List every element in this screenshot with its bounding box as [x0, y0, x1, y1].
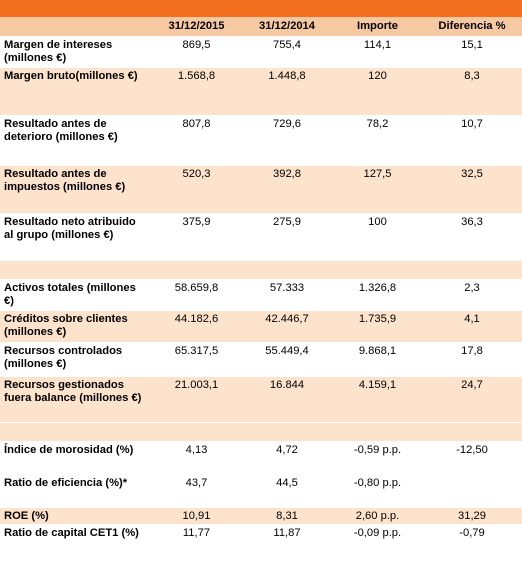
row-label: Resultado antes de deterioro (millones €… [0, 115, 152, 166]
value-importe: 1.326,8 [333, 279, 422, 311]
table-row: Índice de morosidad (%) 4,13 4,72 -0,59 … [0, 441, 522, 475]
table-row: Activos totales (millones €) 58.659,8 57… [0, 279, 522, 311]
header-row: 31/12/2015 31/12/2014 Importe Diferencia… [0, 17, 522, 37]
spacer-row [0, 422, 522, 442]
value-importe: -0,09 p.p. [333, 524, 422, 558]
value-2014: 1.448,8 [241, 67, 333, 116]
value-diferencia: 10,7 [422, 115, 522, 166]
row-label: Ratio de capital CET1 (%) [0, 524, 152, 558]
value-diferencia: -12,50 [422, 441, 522, 475]
value-2015: 4,13 [152, 441, 241, 475]
spacer-cell [0, 260, 522, 280]
header-cell-2015: 31/12/2015 [152, 17, 241, 37]
value-2015: 869,5 [152, 36, 241, 68]
row-label: Resultado neto atribuido al grupo (millo… [0, 213, 152, 261]
value-diferencia: 8,3 [422, 67, 522, 116]
value-2015: 807,8 [152, 115, 241, 166]
table-row: Resultado antes de deterioro (millones €… [0, 115, 522, 166]
row-label: Créditos sobre clientes (millones €) [0, 310, 152, 343]
table-row: Ratio de eficiencia (%)* 43,7 44,5 -0,80… [0, 474, 522, 508]
table-row: Recursos gestionados fuera balance (mill… [0, 376, 522, 423]
value-importe: -0,80 p.p. [333, 474, 422, 508]
value-2014: 392,8 [241, 165, 333, 214]
value-2014: 729,6 [241, 115, 333, 166]
value-diferencia: 31,29 [422, 507, 522, 525]
table-row: ROE (%) 10,91 8,31 2,60 p.p. 31,29 [0, 507, 522, 525]
value-2015: 21.003,1 [152, 376, 241, 423]
table-row: Créditos sobre clientes (millones €) 44.… [0, 310, 522, 343]
value-importe: 9.868,1 [333, 342, 422, 377]
spacer-cell [0, 422, 522, 442]
value-importe: 127,5 [333, 165, 422, 214]
value-2015: 65.317,5 [152, 342, 241, 377]
header-cell-label [0, 17, 152, 37]
value-importe: 1.735,9 [333, 310, 422, 343]
value-2015: 10,91 [152, 507, 241, 525]
value-2014: 55.449,4 [241, 342, 333, 377]
value-2015: 43,7 [152, 474, 241, 508]
value-2014: 755,4 [241, 36, 333, 68]
value-2014: 4,72 [241, 441, 333, 475]
value-2014: 275,9 [241, 213, 333, 261]
value-importe: 100 [333, 213, 422, 261]
value-2015: 375,9 [152, 213, 241, 261]
value-diferencia: 2,3 [422, 279, 522, 311]
value-importe: 114,1 [333, 36, 422, 68]
value-importe: 4.159,1 [333, 376, 422, 423]
value-diferencia: 24,7 [422, 376, 522, 423]
row-label: Ratio de eficiencia (%)* [0, 474, 152, 508]
value-2014: 57.333 [241, 279, 333, 311]
value-importe: -0,59 p.p. [333, 441, 422, 475]
row-label: Resultado antes de impuestos (millones €… [0, 165, 152, 214]
value-diferencia: -0,79 [422, 524, 522, 558]
value-diferencia: 4,1 [422, 310, 522, 343]
value-diferencia: 32,5 [422, 165, 522, 214]
row-label: Recursos gestionados fuera balance (mill… [0, 376, 152, 423]
header-cell-importe: Importe [333, 17, 422, 37]
value-2015: 1.568,8 [152, 67, 241, 116]
value-diferencia: 15,1 [422, 36, 522, 68]
value-2015: 58.659,8 [152, 279, 241, 311]
table-row: Recursos controlados (millones €) 65.317… [0, 342, 522, 377]
value-2014: 11,87 [241, 524, 333, 558]
row-label: Activos totales (millones €) [0, 279, 152, 311]
value-2015: 520,3 [152, 165, 241, 214]
value-2014: 44,5 [241, 474, 333, 508]
value-diferencia [422, 474, 522, 508]
value-2015: 11,77 [152, 524, 241, 558]
value-2014: 42.446,7 [241, 310, 333, 343]
spacer-row [0, 260, 522, 280]
value-diferencia: 36,3 [422, 213, 522, 261]
row-label: ROE (%) [0, 507, 152, 525]
value-2015: 44.182,6 [152, 310, 241, 343]
row-label: Recursos controlados (millones €) [0, 342, 152, 377]
table-row: Margen de intereses (millones €) 869,5 7… [0, 36, 522, 68]
row-label: Índice de morosidad (%) [0, 441, 152, 475]
row-label: Margen bruto(millones €) [0, 67, 152, 116]
table-row: Resultado neto atribuido al grupo (millo… [0, 213, 522, 261]
table-row: Resultado antes de impuestos (millones €… [0, 165, 522, 214]
value-2014: 16.844 [241, 376, 333, 423]
table-row: Margen bruto(millones €) 1.568,8 1.448,8… [0, 67, 522, 116]
header-band [0, 0, 522, 17]
value-diferencia: 17,8 [422, 342, 522, 377]
row-label: Margen de intereses (millones €) [0, 36, 152, 68]
value-2014: 8,31 [241, 507, 333, 525]
header-cell-diferencia: Diferencia % [422, 17, 522, 37]
header-cell-2014: 31/12/2014 [241, 17, 333, 37]
value-importe: 120 [333, 67, 422, 116]
financial-table: 31/12/2015 31/12/2014 Importe Diferencia… [0, 17, 522, 558]
table-row: Ratio de capital CET1 (%) 11,77 11,87 -0… [0, 524, 522, 558]
value-importe: 78,2 [333, 115, 422, 166]
value-importe: 2,60 p.p. [333, 507, 422, 525]
